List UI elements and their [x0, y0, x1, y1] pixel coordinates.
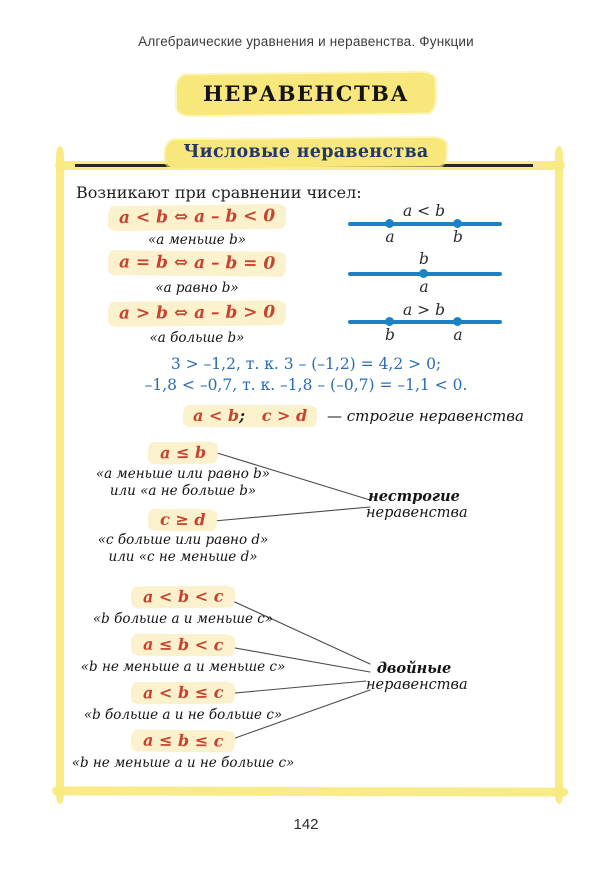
strict-label: строгие неравенства [346, 407, 524, 425]
formula-row: a ≤ b ≤ c [70, 729, 296, 753]
strict-formula-highlight: a < b; c > d [183, 405, 318, 427]
formula-row: a ≤ b [70, 441, 296, 465]
formula-caption: «b больше а и меньше с» [92, 611, 274, 627]
strict-separator: ; [239, 406, 246, 425]
formula-highlight: a ≤ b ≤ c [130, 729, 236, 753]
group-label-double: двойные неравенства [366, 660, 468, 693]
group-label-bold: нестрогие [368, 488, 460, 505]
number-line-dot [419, 269, 428, 278]
formula-highlight: a < b ⇔ a – b < 0 [107, 203, 287, 232]
number-line [348, 222, 502, 226]
number-line-dot [453, 219, 462, 228]
connector-line [223, 680, 367, 695]
number-line-point-label: b [385, 326, 395, 344]
formula-row: a < b ⇔ a – b < 0 [84, 203, 310, 232]
number-line-label: a > b [402, 301, 446, 319]
page-number: 142 [293, 816, 319, 833]
formula-caption: «а больше b» [149, 330, 245, 346]
number-line-dot [385, 317, 394, 326]
number-line-dot [385, 219, 394, 228]
example-line: 3 > –1,2, т. к. 3 – (–1,2) = 4,2 > 0; [170, 355, 442, 373]
formula-caption: «с больше или равно d» [97, 532, 269, 548]
number-line-point-label: a [419, 278, 429, 296]
number-line-point-label: a [453, 326, 463, 344]
strict-inequality-row: a < b; c > d — строгие неравенства [183, 405, 524, 427]
dash: — [326, 407, 342, 425]
formula-caption: «b не меньше а и меньше с» [80, 659, 286, 675]
number-line-point-label: b [453, 228, 463, 246]
group-label-nonstrict: нестрогие неравенства [366, 488, 468, 521]
group-label-rest: неравенства [366, 504, 468, 521]
formula-highlight: c ≥ d [148, 508, 218, 532]
formula-highlight: a = b ⇔ a – b = 0 [107, 250, 287, 277]
formula-highlight: a > b ⇔ a – b > 0 [107, 300, 287, 327]
formula-caption: «а равно b» [155, 280, 239, 296]
formula-row: a > b ⇔ a – b > 0 [84, 300, 310, 327]
formula-caption: «а меньше b» [148, 232, 246, 248]
strict-formula-2: c > d [261, 406, 308, 425]
group-label-bold: двойные [376, 660, 452, 677]
section-title-highlight: Числовые неравенства [165, 137, 447, 169]
formula-row: a ≤ b < c [70, 633, 296, 657]
formula-highlight: a < b < c [130, 585, 236, 609]
frame-right-stroke [555, 146, 563, 804]
number-line-label: a < b [402, 202, 446, 220]
formula-row: a < b < c [70, 585, 296, 609]
formula-caption: «а меньше или равно b» [95, 466, 271, 482]
frame-left-stroke [56, 146, 64, 804]
connector-line [223, 645, 371, 673]
frame-bottom-stroke [51, 786, 569, 797]
chapter-title-highlight: НЕРАВЕНСТВА [176, 72, 436, 116]
connector-line [213, 506, 371, 522]
connector-line [223, 596, 371, 665]
formula-caption: или «с не меньше d» [108, 549, 258, 565]
formula-caption: «b больше а и не больше с» [83, 707, 283, 723]
formula-highlight: a < b ≤ c [130, 681, 236, 705]
strict-formula-1: a < b [193, 406, 240, 425]
formula-caption: «b не меньше а и не больше с» [71, 755, 295, 771]
group-label-rest: неравенства [366, 676, 468, 693]
connector-line [223, 689, 371, 743]
chapter-title: НЕРАВЕНСТВА [202, 81, 410, 107]
formula-row: a = b ⇔ a – b = 0 [84, 250, 310, 277]
formula-row: a < b ≤ c [70, 681, 296, 705]
example-line: –1,8 < –0,7, т. к. –1,8 – (–0,7) = –1,1 … [144, 376, 468, 394]
number-line-point-label: a [385, 228, 395, 246]
formula-row: c ≥ d [70, 508, 296, 532]
formula-highlight: a ≤ b < c [130, 633, 236, 657]
number-line [348, 320, 502, 324]
intro-text: Возникают при сравнении чисел: [76, 183, 362, 202]
formula-caption: или «а не больше b» [109, 483, 257, 499]
connector-line [213, 451, 371, 501]
formula-highlight: a ≤ b [147, 441, 219, 465]
section-title: Числовые неравенства [183, 142, 429, 163]
number-line-label: b [419, 250, 429, 268]
running-header: Алгебраические уравнения и неравенства. … [138, 34, 474, 49]
number-line-dot [453, 317, 462, 326]
